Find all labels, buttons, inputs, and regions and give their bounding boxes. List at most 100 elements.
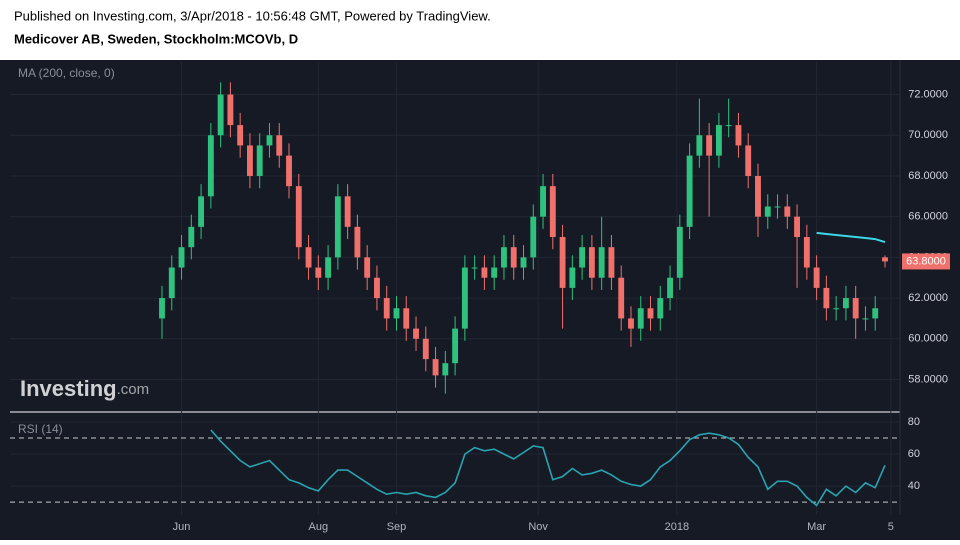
candle-body <box>735 125 742 146</box>
candle-body <box>442 363 449 376</box>
candle-body <box>520 257 527 268</box>
y-tick-label: 40 <box>908 480 920 492</box>
candle-body <box>774 206 781 208</box>
candle-body <box>842 298 849 309</box>
y-tick-label: 62.0000 <box>908 292 948 304</box>
candle-body <box>247 145 253 176</box>
candle-body <box>501 247 507 268</box>
legend-entry: MA (200, close, 0) <box>18 66 115 80</box>
candle-body <box>755 175 761 217</box>
candle-body <box>530 216 537 258</box>
candle-body <box>432 359 439 376</box>
x-tick-label: Jun <box>173 521 191 533</box>
candle-body <box>628 318 634 329</box>
candle-body <box>188 226 195 248</box>
candle-body <box>608 247 615 278</box>
candle-body <box>882 257 888 262</box>
candle-body <box>168 267 175 299</box>
candle-body <box>461 267 468 329</box>
candle-body <box>403 308 410 329</box>
candle-body <box>481 267 488 278</box>
candle-body <box>637 308 644 329</box>
candle-body <box>334 196 341 258</box>
candle-body <box>813 267 820 288</box>
candle-body <box>549 186 556 238</box>
candle-body <box>715 125 722 156</box>
candle-body <box>344 196 351 227</box>
candle-body <box>667 277 673 299</box>
candle-body <box>413 328 419 339</box>
x-tick-label: Mar <box>807 521 826 533</box>
candle-body <box>354 226 361 258</box>
ma-line <box>816 231 886 244</box>
candle-body <box>686 155 693 227</box>
x-tick-label: 5 <box>888 521 894 533</box>
candle-body <box>491 267 498 278</box>
candle-body <box>374 277 380 299</box>
candle-body <box>510 247 517 268</box>
candle-body <box>256 145 263 176</box>
candle-body <box>794 216 800 238</box>
candle-body <box>569 267 576 288</box>
candle-body <box>471 267 478 269</box>
candle-body <box>852 298 859 319</box>
candle-body <box>676 226 683 278</box>
candle-body <box>266 135 273 146</box>
candle-body <box>725 125 732 127</box>
y-tick-label: 60 <box>908 448 920 460</box>
candle-body <box>540 186 546 217</box>
header-band <box>0 0 960 60</box>
chart-background <box>0 60 960 540</box>
candle-body <box>803 237 810 268</box>
watermark-domain: .com <box>117 381 150 398</box>
legend-entry: RSI (14) <box>18 422 63 436</box>
watermark: Investing.com <box>20 376 149 401</box>
x-tick-label: Nov <box>528 521 548 533</box>
candle-body <box>647 308 654 319</box>
candle-body <box>383 298 390 319</box>
y-tick-label: 80 <box>908 416 920 428</box>
candle-body <box>764 206 771 217</box>
candle-body <box>286 155 292 187</box>
candle-body <box>618 277 625 319</box>
last-price-label: 63.8000 <box>906 255 946 267</box>
y-tick-label: 68.0000 <box>908 170 948 182</box>
candle-body <box>598 247 605 278</box>
published-line: Published on Investing.com, 3/Apr/2018 -… <box>14 8 491 23</box>
candle-body <box>364 257 371 278</box>
candle-body <box>276 135 283 156</box>
candle-body <box>237 125 244 146</box>
x-tick-label: Sep <box>387 521 407 533</box>
candle-body <box>696 135 703 156</box>
candle-body <box>159 298 165 319</box>
x-tick-label: 2018 <box>665 521 689 533</box>
candle-body <box>784 206 791 217</box>
candle-body <box>833 308 840 310</box>
y-tick-label: 58.0000 <box>908 373 948 385</box>
candle-body <box>657 298 664 319</box>
candle-body <box>325 257 332 278</box>
candle-body <box>588 247 595 278</box>
watermark-brand: Investing <box>20 376 117 401</box>
candle-body <box>295 186 302 248</box>
candle-body <box>207 135 214 197</box>
symbol-title: Medicover AB, Sweden, Stockholm:MCOVb, D <box>14 31 298 46</box>
candle-body <box>305 247 312 268</box>
y-tick-label: 72.0000 <box>908 88 948 100</box>
y-tick-label: 60.0000 <box>908 333 948 345</box>
candle-body <box>198 196 205 227</box>
candle-body <box>227 94 234 126</box>
rsi-line <box>210 429 886 507</box>
candle-body <box>706 135 713 156</box>
candle-body <box>315 267 322 278</box>
candle-body <box>872 308 879 319</box>
candle-body <box>178 247 185 268</box>
candle-body <box>823 287 830 309</box>
last-price-tag <box>902 253 950 270</box>
candle-body <box>745 145 752 176</box>
candle-body <box>422 338 429 360</box>
candle-body <box>862 318 869 320</box>
y-tick-label: 66.0000 <box>908 211 948 223</box>
